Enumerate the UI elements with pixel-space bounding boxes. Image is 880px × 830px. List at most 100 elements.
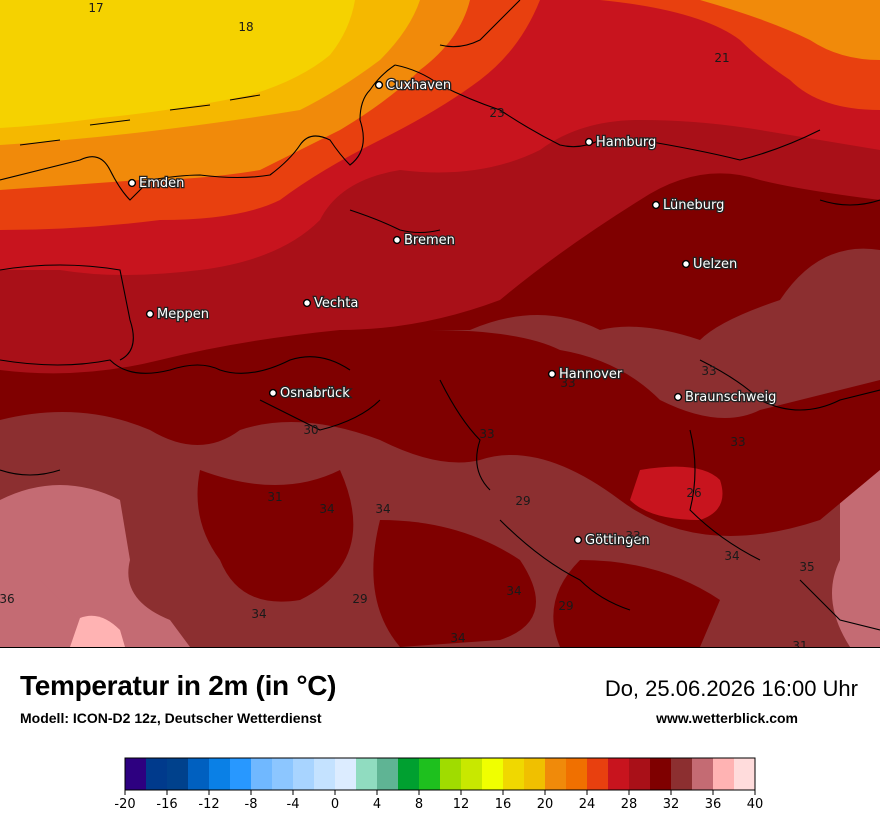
legend-tick-label: 4 (373, 797, 381, 812)
forecast-datetime: Do, 25.06.2026 16:00 Uhr (604, 676, 858, 701)
website-link[interactable]: www.wetterblick.com (656, 710, 798, 726)
temperature-value: 26 (686, 486, 701, 500)
legend-swatch (629, 758, 651, 790)
city-braunschweig: Braunschweig (673, 389, 778, 406)
legend-swatch (671, 758, 693, 790)
legend-swatch (188, 758, 210, 790)
temperature-value: 29 (558, 599, 573, 613)
legend-swatch (230, 758, 252, 790)
temperature-value: 34 (506, 584, 521, 598)
temperature-map: Cuxhaven Hamburg Emden Lüneburg Bremen Uelzen… (0, 0, 880, 648)
city-dot (268, 388, 278, 398)
temperature-value: 17 (88, 1, 103, 15)
temperature-value: 33 (701, 364, 716, 378)
legend-swatch (461, 758, 483, 790)
city-label: Göttingen (585, 533, 650, 548)
city-uelzen: Uelzen (681, 256, 738, 273)
city-dot (547, 369, 557, 379)
temperature-value: 29 (352, 592, 367, 606)
color-legend: -20 -16 -12 -8 -4 0 4 8 12 16 20 24 28 32 36 40 (114, 757, 763, 812)
temperature-value: 34 (724, 549, 739, 563)
legend-swatch (314, 758, 336, 790)
city-label: Hannover (559, 367, 623, 382)
legend-tick-label: 24 (579, 797, 596, 812)
temperature-value: 33 (730, 435, 745, 449)
legend-swatch (356, 758, 378, 790)
legend-tick-label: 0 (331, 797, 339, 812)
city-label: Uelzen (693, 257, 737, 272)
temperature-value: 31 (267, 490, 282, 504)
city-dot (374, 80, 384, 90)
city-label: Braunschweig (685, 390, 776, 405)
city-dot (573, 535, 583, 545)
legend-swatch (377, 758, 399, 790)
city-cuxhaven: Cuxhaven (374, 77, 452, 94)
legend-swatch (524, 758, 546, 790)
legend-swatch (335, 758, 357, 790)
temperature-value: 30 (303, 423, 318, 437)
legend-swatch (713, 758, 735, 790)
legend-tick-label: -8 (245, 797, 258, 812)
map-canvas: Cuxhaven Hamburg Emden Lüneburg Bremen Uelzen… (0, 0, 880, 647)
city-label: Hamburg (596, 135, 656, 150)
temperature-value: 33 (479, 427, 494, 441)
temperature-value: 33 (560, 376, 575, 390)
legend-tick-label: 40 (747, 797, 764, 812)
temperature-value: 18 (238, 20, 253, 34)
legend-swatch (419, 758, 441, 790)
legend-tick-label: 32 (663, 797, 680, 812)
legend-tick-label: 36 (705, 797, 722, 812)
city-emden: Emden (127, 175, 186, 192)
temperature-value: 34 (251, 607, 266, 621)
city-label: Cuxhaven (386, 78, 451, 93)
temperature-value: 35 (799, 560, 814, 574)
legend-tick-label: 12 (453, 797, 470, 812)
legend-swatch (251, 758, 273, 790)
legend-tick-label: 28 (621, 797, 638, 812)
legend-ticks: -20 -16 -12 -8 -4 0 4 8 12 16 20 24 28 32 36 40 (114, 790, 763, 812)
legend-tick-label: -12 (198, 797, 219, 812)
city-dot (681, 259, 691, 269)
legend-swatch (566, 758, 588, 790)
legend-swatch (272, 758, 294, 790)
city-dot (127, 178, 137, 188)
city-göttingen: Göttingen (573, 532, 651, 549)
city-lüneburg: Lüneburg (651, 197, 726, 214)
legend-swatch (545, 758, 567, 790)
legend-swatch (482, 758, 504, 790)
model-subtitle: Modell: ICON-D2 12z, Deutscher Wetterdie… (20, 710, 322, 726)
legend-swatches (124, 757, 756, 791)
city-label: Meppen (157, 307, 209, 322)
coastline-borders (0, 0, 880, 631)
temperature-value: 34 (319, 502, 334, 516)
city-hannover: Hannover (547, 366, 624, 383)
legend-tick-label: 8 (415, 797, 423, 812)
city-dot (302, 298, 312, 308)
city-label: Vechta (314, 296, 358, 311)
city-label: Osnabrück (280, 386, 350, 401)
temperature-value: 21 (714, 51, 729, 65)
temperature-values: 17 18 21 23 33 33 30 33 33 26 31 29 34 34 33 34 35 36 34 29… (0, 1, 815, 647)
legend-tick-label: -4 (287, 797, 300, 812)
legend-swatch (650, 758, 672, 790)
legend-swatch (398, 758, 420, 790)
footer: Temperatur in 2m (in °C) Modell: ICON-D2… (0, 648, 880, 830)
city-label: Bremen (404, 233, 455, 248)
temperature-value: 33 (625, 529, 640, 543)
city-vechta: Vechta (302, 295, 360, 312)
legend-swatch (440, 758, 462, 790)
city-dot (651, 200, 661, 210)
legend-swatch (587, 758, 609, 790)
legend-tick-label: 16 (495, 797, 512, 812)
city-dot (392, 235, 402, 245)
legend-tick-label: -20 (114, 797, 135, 812)
temperature-value: 34 (450, 631, 465, 645)
city-meppen: Meppen (145, 306, 210, 323)
temperature-fields (0, 0, 880, 647)
city-label: Emden (139, 176, 184, 191)
temperature-value: 29 (515, 494, 530, 508)
city-label: Lüneburg (663, 198, 724, 213)
legend-tick-label: 20 (537, 797, 554, 812)
legend-swatch (209, 758, 231, 790)
temperature-value: 36 (0, 592, 15, 606)
